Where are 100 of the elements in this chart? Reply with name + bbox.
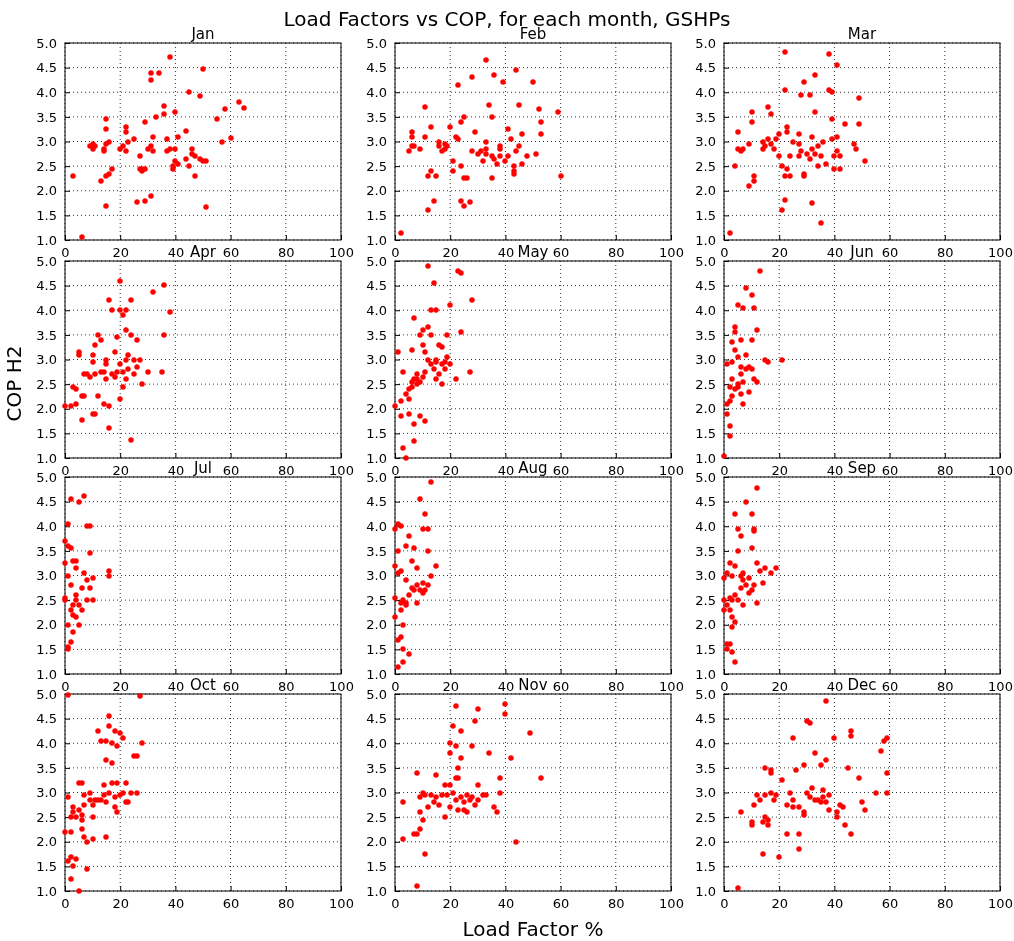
x-tick-label: 60 (881, 463, 899, 479)
y-tick-label: 3.0 (36, 785, 57, 801)
point (398, 607, 404, 613)
point (70, 612, 76, 618)
x-tick-label: 100 (329, 463, 354, 479)
point (398, 634, 404, 640)
point (735, 302, 741, 308)
x-tick-label: 100 (988, 896, 1013, 912)
point (779, 357, 785, 363)
point (762, 357, 768, 363)
point (444, 354, 450, 360)
y-tick-label: 1.5 (366, 642, 387, 658)
chart-title: Apr (190, 243, 217, 261)
point (425, 526, 431, 532)
x-tick-label: 20 (442, 896, 459, 912)
y-tick-label: 3.0 (695, 134, 716, 150)
point (68, 545, 74, 551)
point (395, 570, 401, 576)
point (411, 438, 417, 444)
point (768, 570, 774, 576)
y-tick-label: 4.0 (695, 735, 716, 751)
point (68, 496, 74, 502)
y-tick-label: 3.5 (36, 327, 57, 343)
y-tick-label: 2.5 (366, 376, 387, 392)
y-tick-label: 3.5 (366, 543, 387, 559)
point (68, 639, 74, 645)
point (411, 545, 417, 551)
point (727, 433, 733, 439)
x-tick-label: 100 (988, 679, 1013, 695)
y-tick-label: 2.5 (366, 158, 387, 174)
point (400, 622, 406, 628)
point (106, 568, 112, 574)
x-tick-label: 0 (391, 245, 400, 261)
y-tick-label: 5.0 (36, 253, 57, 269)
x-tick-label: 20 (771, 896, 788, 912)
point (398, 523, 404, 529)
y-tick-label: 1.0 (36, 883, 57, 899)
y-tick-label: 1.0 (366, 666, 387, 682)
point (444, 332, 450, 338)
y-tick-label: 5.0 (695, 686, 716, 702)
point (751, 376, 757, 382)
point (406, 386, 412, 392)
x-tick-label: 60 (552, 679, 570, 695)
x-tick-label: 60 (222, 679, 240, 695)
point (724, 361, 730, 367)
point (403, 455, 409, 461)
chart-title: Mar (847, 25, 877, 43)
point (400, 659, 406, 665)
point (754, 560, 760, 566)
y-tick-label: 1.0 (366, 450, 387, 466)
y-tick-label: 3.5 (36, 109, 57, 125)
y-tick-label: 3.5 (695, 109, 716, 125)
point (68, 607, 74, 613)
point (411, 315, 417, 321)
point (749, 511, 755, 517)
x-tick-label: 0 (61, 245, 70, 261)
y-tick-label: 3.5 (36, 760, 57, 776)
point (420, 342, 426, 348)
y-tick-label: 1.5 (36, 208, 57, 224)
x-tick-label: 0 (61, 896, 70, 912)
point (433, 563, 439, 569)
y-tick-label: 4.5 (36, 494, 57, 510)
point (727, 384, 733, 390)
x-tick-label: 100 (659, 245, 684, 261)
point (400, 445, 406, 451)
x-tick-label: 60 (552, 245, 570, 261)
x-tick-label: 0 (720, 245, 729, 261)
x-tick-label: 60 (881, 245, 899, 261)
point (79, 607, 85, 613)
point (414, 582, 420, 588)
y-tick-label: 1.0 (366, 883, 387, 899)
point (84, 577, 90, 583)
point (65, 521, 71, 527)
point (414, 371, 420, 377)
y-tick-label: 1.0 (36, 232, 57, 248)
point (73, 592, 79, 598)
y-tick-label: 2.5 (695, 809, 716, 825)
y-tick-label: 1.0 (366, 232, 387, 248)
point (762, 565, 768, 571)
point (422, 587, 428, 593)
point (738, 371, 744, 377)
x-tick-label: 20 (112, 245, 129, 261)
point (738, 364, 744, 370)
x-tick-label: 20 (112, 463, 129, 479)
point (729, 614, 735, 620)
x-tick-label: 0 (391, 896, 400, 912)
y-tick-label: 4.5 (695, 494, 716, 510)
point (738, 533, 744, 539)
y-tick-label: 1.5 (695, 859, 716, 875)
point (749, 587, 755, 593)
point (70, 629, 76, 635)
point (738, 337, 744, 343)
point (431, 366, 437, 372)
point (721, 607, 727, 613)
y-tick-label: 1.0 (695, 883, 716, 899)
point (106, 573, 112, 579)
chart-title: Sep (847, 459, 877, 477)
point (422, 369, 428, 375)
x-tick-label: 40 (167, 896, 185, 912)
point (428, 332, 434, 338)
